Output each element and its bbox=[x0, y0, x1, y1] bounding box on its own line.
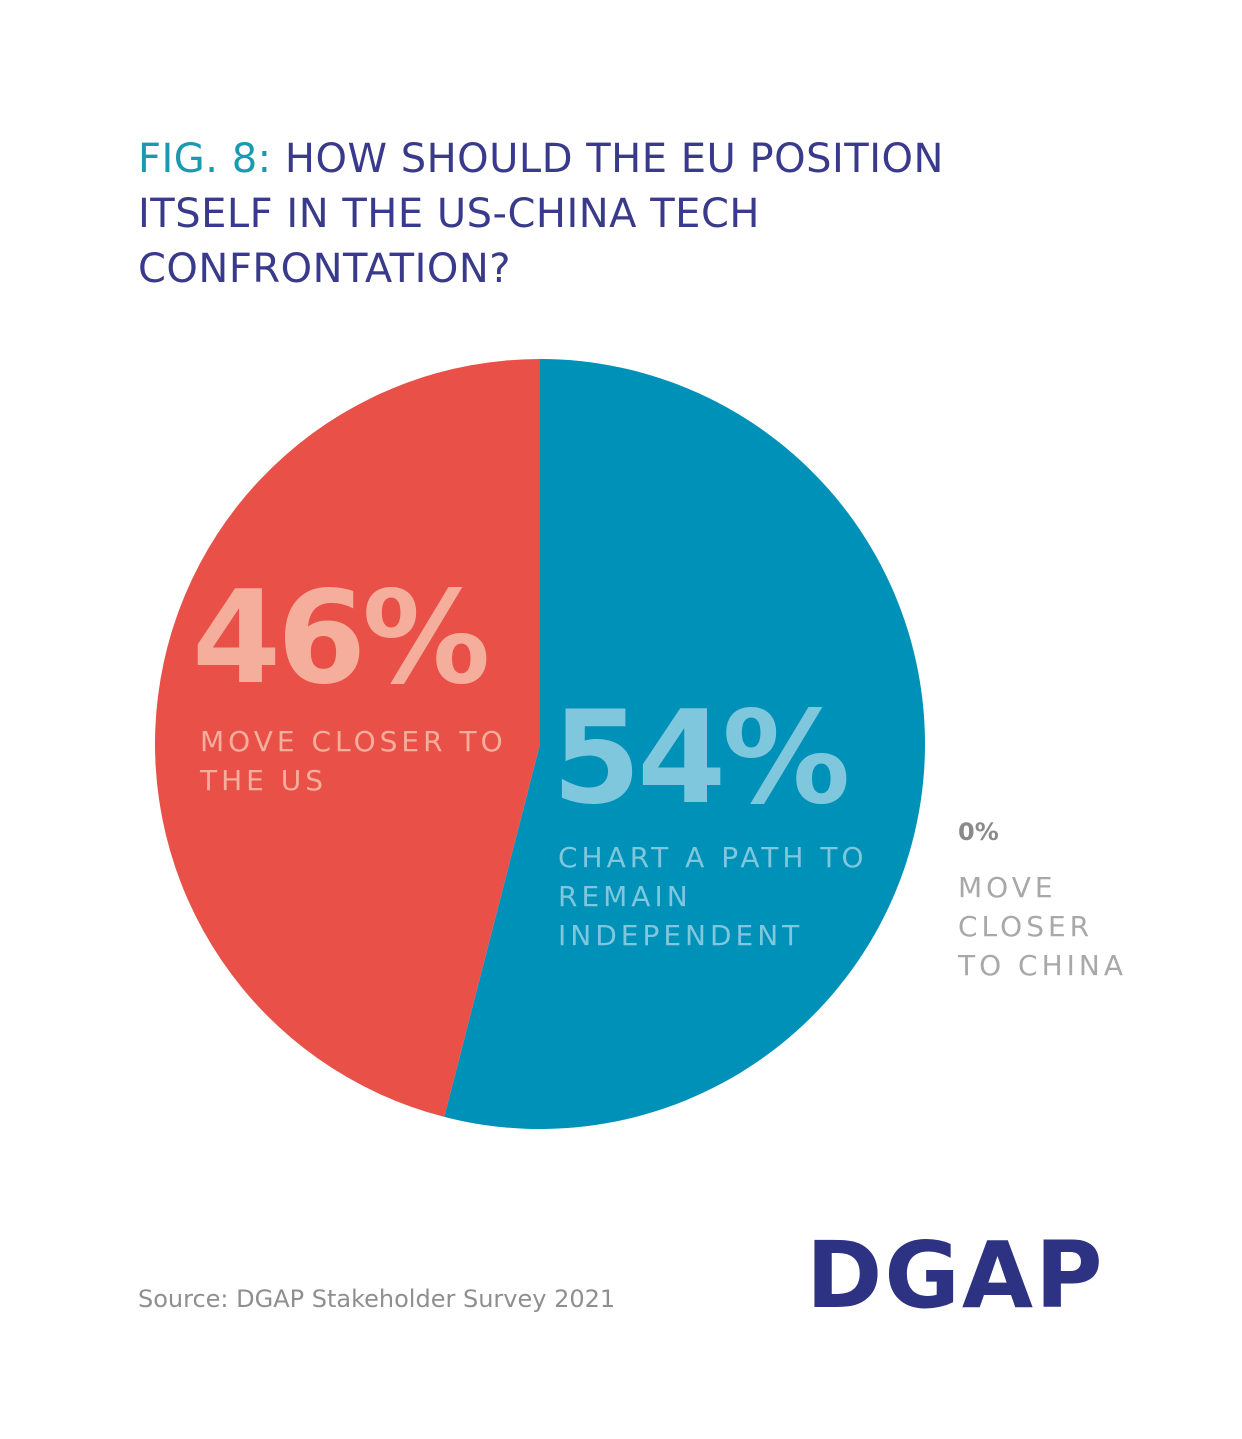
source-note: Source: DGAP Stakeholder Survey 2021 bbox=[138, 1285, 616, 1313]
value-label: 46% bbox=[192, 564, 490, 713]
category-label: MOVE CLOSER TO THE US bbox=[200, 725, 507, 797]
category-label: CHART A PATH TO REMAIN INDEPENDENT bbox=[558, 841, 868, 952]
pie-slice bbox=[154, 359, 540, 1117]
value-label: 54% bbox=[552, 684, 850, 833]
chart-title-block: FIG. 8: HOW SHOULD THE EU POSITION ITSEL… bbox=[138, 132, 1018, 297]
category-label: MOVE CLOSER TO CHINA bbox=[958, 871, 1128, 982]
value-label: 0% bbox=[958, 818, 999, 846]
chart-title: HOW SHOULD THE EU POSITION ITSELF IN THE… bbox=[138, 136, 944, 292]
logo: DGAP bbox=[806, 1222, 1105, 1329]
pie-slice bbox=[444, 359, 925, 1129]
figure-label: FIG. 8: bbox=[138, 136, 272, 182]
